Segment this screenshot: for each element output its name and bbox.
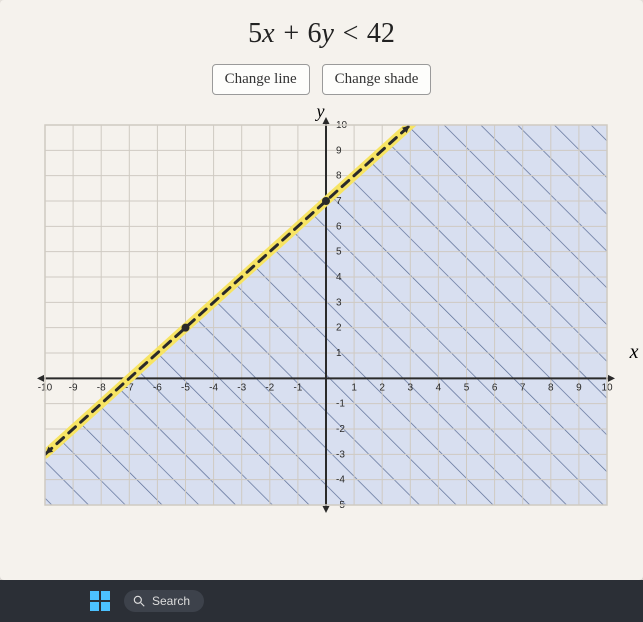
windows-start-icon[interactable]: [90, 591, 110, 611]
svg-text:5: 5: [336, 247, 342, 258]
svg-text:5: 5: [463, 382, 469, 393]
svg-text:7: 7: [519, 382, 525, 393]
svg-text:7: 7: [336, 196, 342, 207]
svg-text:-3: -3: [336, 449, 345, 460]
equation-display: 5x + 6y < 42: [0, 0, 643, 50]
svg-text:3: 3: [336, 297, 342, 308]
svg-text:1: 1: [351, 382, 357, 393]
svg-text:2: 2: [336, 323, 342, 334]
svg-text:2: 2: [379, 382, 385, 393]
x-axis-label: x: [630, 341, 639, 364]
search-icon: [132, 594, 146, 608]
svg-text:-8: -8: [96, 382, 105, 393]
svg-text:-4: -4: [209, 382, 218, 393]
svg-text:-1: -1: [336, 399, 345, 410]
y-axis-label: y: [317, 101, 325, 122]
svg-text:-6: -6: [152, 382, 161, 393]
svg-text:6: 6: [336, 221, 342, 232]
svg-text:9: 9: [336, 145, 342, 156]
worksheet-page: 5x + 6y < 42 Change line Change shade y …: [0, 0, 643, 580]
svg-text:3: 3: [407, 382, 413, 393]
svg-text:8: 8: [336, 171, 342, 182]
svg-text:-4: -4: [336, 475, 345, 486]
button-row: Change line Change shade: [0, 64, 643, 95]
taskbar-search[interactable]: Search: [124, 590, 204, 612]
svg-text:4: 4: [336, 272, 342, 283]
svg-text:-2: -2: [265, 382, 274, 393]
svg-text:9: 9: [576, 382, 582, 393]
svg-text:-3: -3: [237, 382, 246, 393]
svg-text:1: 1: [336, 348, 342, 359]
change-line-button[interactable]: Change line: [212, 64, 310, 95]
svg-text:-5: -5: [181, 382, 190, 393]
svg-text:8: 8: [548, 382, 554, 393]
svg-text:4: 4: [435, 382, 441, 393]
svg-text:-1: -1: [293, 382, 302, 393]
svg-text:-2: -2: [336, 424, 345, 435]
taskbar: Search: [0, 580, 643, 622]
graph-area[interactable]: y x -10-9-8-7-6-5-4-3-2-1123456789101234…: [17, 103, 627, 523]
change-shade-button[interactable]: Change shade: [322, 64, 432, 95]
svg-text:6: 6: [491, 382, 497, 393]
graph-svg: -10-9-8-7-6-5-4-3-2-11234567891012345678…: [17, 103, 627, 523]
taskbar-search-label: Search: [152, 594, 190, 608]
svg-text:-9: -9: [68, 382, 77, 393]
